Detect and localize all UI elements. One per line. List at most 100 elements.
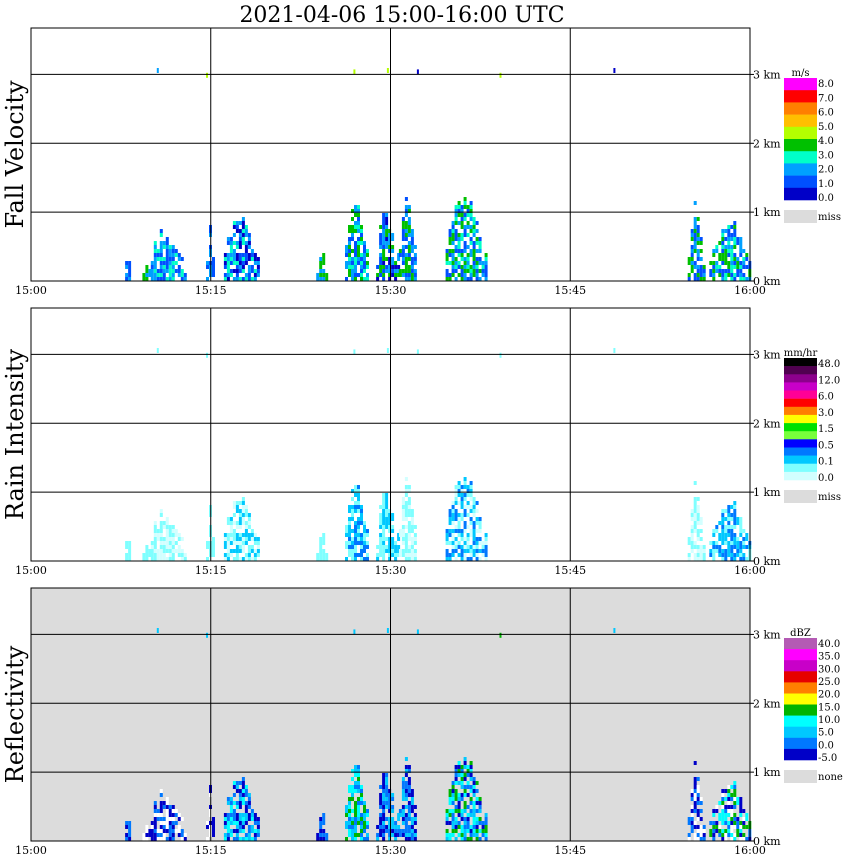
echo-cell (238, 509, 242, 513)
echo-cell (229, 237, 233, 241)
echo-cell (391, 821, 395, 825)
echo-cell (354, 541, 357, 545)
echo-cell (360, 521, 363, 525)
echo-cell (153, 265, 157, 269)
echo-cell (410, 265, 414, 269)
echo-cell (226, 241, 230, 245)
echo-cell (159, 549, 163, 553)
echo-cell (721, 517, 725, 521)
echo-cell (382, 277, 386, 281)
echo-cell (168, 525, 172, 529)
echo-cell (397, 553, 401, 557)
echo-cell (388, 557, 392, 561)
echo-cell (724, 829, 728, 833)
echo-cell (413, 557, 417, 561)
echo-cell (407, 497, 411, 501)
echo-cell (478, 521, 482, 525)
echo-cell (171, 277, 175, 281)
echo-cell (472, 229, 476, 233)
echo-cell (159, 557, 163, 561)
echo-cell (360, 549, 363, 553)
echo-cell (451, 817, 455, 821)
echo-cell (238, 557, 242, 561)
echo-cell (696, 497, 700, 501)
echo-cell (168, 261, 172, 265)
echo-cell (475, 257, 479, 261)
legend-swatch (784, 414, 817, 424)
echo-cell (357, 781, 360, 785)
echo-cell (463, 557, 467, 561)
echo-cell (385, 265, 389, 269)
echo-cell (183, 833, 187, 837)
echo-cell (165, 537, 169, 541)
echo-cell (241, 817, 245, 821)
echo-cell (718, 265, 722, 269)
echo-cell (348, 829, 351, 833)
echo-cell (385, 825, 389, 829)
echo-cell (153, 257, 157, 261)
echo-cell (238, 781, 242, 785)
echo-cell (739, 237, 743, 241)
echo-cell (448, 813, 452, 817)
echo-cell (351, 769, 354, 773)
echo-cell (454, 257, 458, 261)
echo-cell (448, 793, 452, 797)
echo-cell (162, 553, 166, 557)
echo-cell (165, 533, 169, 537)
echo-cell (360, 557, 363, 561)
echo-cell (484, 817, 488, 821)
echo-cell (382, 269, 386, 273)
echo-cell (348, 505, 351, 509)
echo-cell (171, 261, 175, 265)
echo-cell (696, 217, 700, 221)
legend-label: 1.5 (818, 424, 834, 435)
echo-cell (229, 537, 233, 541)
echo-cell (388, 529, 392, 533)
echo-cell (739, 797, 743, 801)
echo-cell (171, 269, 175, 273)
y-tick-label: 2 km (753, 137, 781, 150)
echo-cell (407, 793, 411, 797)
echo-cell (475, 553, 479, 557)
echo-cell (404, 485, 408, 489)
echo-cell (165, 521, 169, 525)
echo-cell (457, 265, 461, 269)
echo-cell (226, 553, 230, 557)
echo-cell (730, 273, 734, 277)
echo-cell (733, 821, 737, 825)
echo-cell (460, 277, 464, 281)
echo-cell (475, 801, 479, 805)
echo-cell (229, 549, 233, 553)
echo-cell (466, 525, 470, 529)
echo-cell (687, 821, 691, 825)
echo-cell (388, 829, 392, 833)
echo-cell (460, 833, 464, 837)
echo-cell (388, 789, 392, 793)
echo-cell (466, 501, 470, 505)
echo-cell (448, 237, 452, 241)
echo-cell (693, 265, 697, 269)
legend-label: 8.0 (818, 79, 834, 90)
echo-cell (165, 557, 169, 561)
echo-cell (404, 197, 408, 201)
echo-cell (730, 257, 734, 261)
speck-mark (499, 72, 502, 78)
echo-cell (687, 553, 691, 557)
echo-cell (212, 829, 215, 833)
echo-cell (244, 525, 248, 529)
echo-cell (463, 481, 467, 485)
echo-cell (153, 541, 157, 545)
echo-cell (736, 545, 740, 549)
echo-cell (397, 273, 401, 277)
echo-cell (733, 785, 737, 789)
echo-cell (348, 529, 351, 533)
echo-cell (475, 833, 479, 837)
echo-cell (702, 557, 706, 561)
echo-cell (351, 509, 354, 513)
legend-label: 10.0 (818, 715, 840, 726)
echo-cell (699, 549, 703, 553)
echo-cell (484, 273, 488, 277)
echo-cell (715, 809, 719, 813)
legend-swatch (784, 455, 817, 464)
echo-cell (739, 529, 743, 533)
